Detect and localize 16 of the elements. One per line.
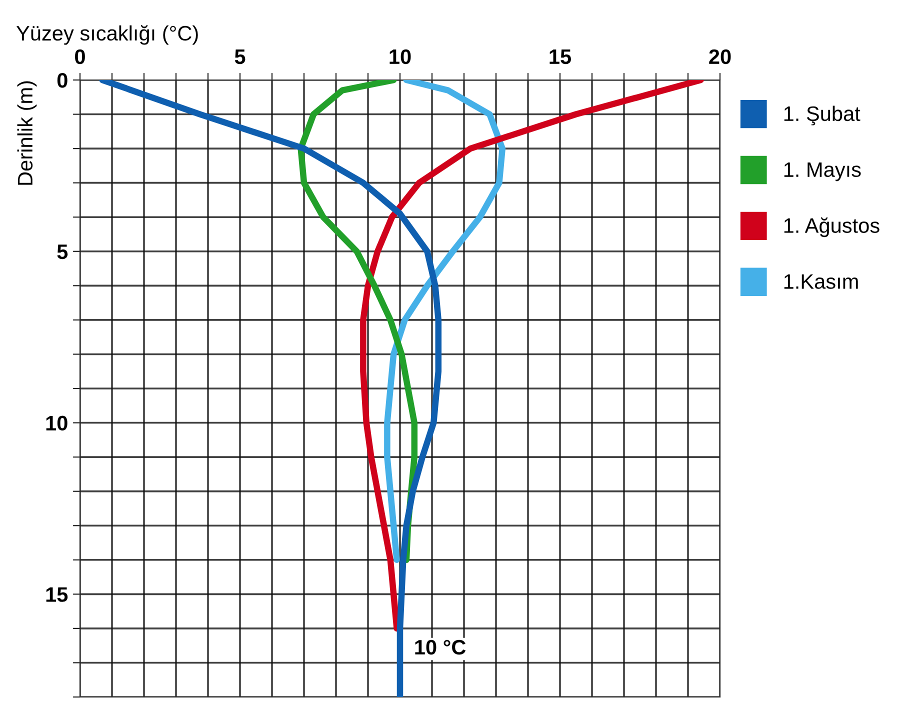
x-tick-label: 20: [709, 49, 731, 64]
y-tick-label: 0: [57, 73, 68, 88]
legend-label: 1. Şubat: [784, 106, 860, 126]
y-tick-label: 15: [46, 587, 68, 602]
x-tick-label: 0: [75, 49, 85, 64]
legend-label: 1. Ağustos: [784, 217, 880, 238]
y-axis-title: Derinlik (m): [17, 81, 37, 185]
legend-label: 1.Kasım: [784, 274, 858, 289]
y-tick-label: 10: [46, 416, 68, 431]
x-axis-title: Yüzey sıcaklığı (°C): [16, 25, 198, 45]
x-tick-label: 5: [234, 50, 246, 64]
y-tick-label: 5: [57, 244, 68, 260]
annotation: 10 °C: [415, 640, 466, 655]
legend-label: 1. Mayıs: [784, 162, 861, 182]
x-tick-label: 15: [550, 50, 572, 64]
x-tick-label: 10: [390, 49, 411, 64]
